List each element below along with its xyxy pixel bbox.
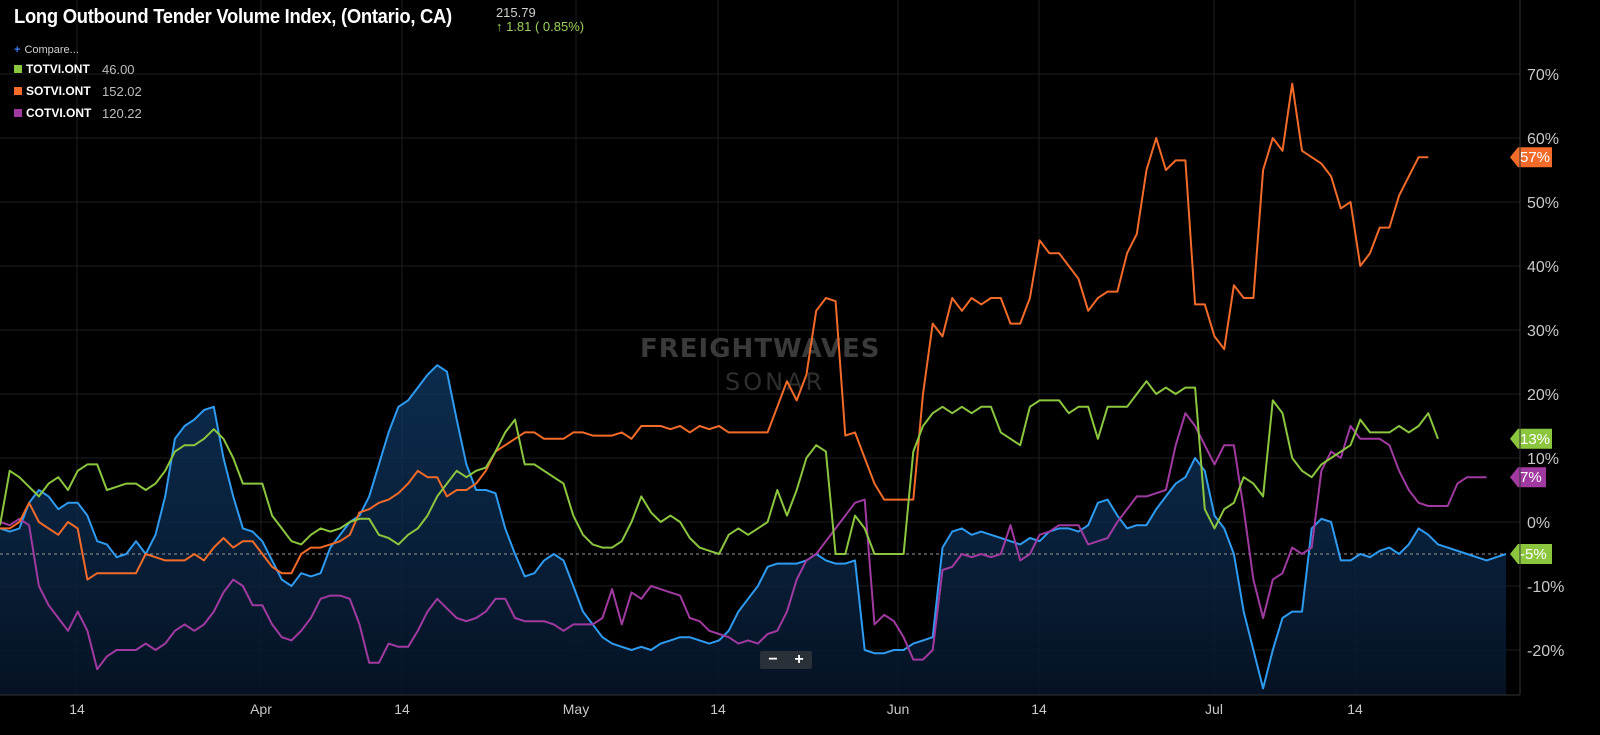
y-tick-label: 60% <box>1527 131 1559 148</box>
y-tick-label: 30% <box>1527 323 1559 340</box>
zoom-controls: − + <box>760 651 812 669</box>
x-tick-label: 14 <box>394 701 410 717</box>
legend-item-value: 152.02 <box>102 83 142 99</box>
legend-swatch-icon <box>14 109 22 117</box>
price-block: 215.79 ↑ 1.81 ( 0.85%) <box>496 6 584 34</box>
x-tick-label: Jul <box>1205 701 1223 717</box>
y-tick-label: 50% <box>1527 195 1559 212</box>
zoom-in-button[interactable]: + <box>794 651 804 668</box>
plus-icon: + <box>14 44 21 56</box>
y-axis-labels: -20% -10% 0% 10% 20% 30% 40% 50% 60% 70% <box>1527 67 1564 660</box>
x-tick-label: Jun <box>887 701 910 717</box>
x-axis-labels: 14 Apr 14 May 14 Jun 14 Jul 14 <box>69 701 1363 717</box>
chart-header: Long Outbound Tender Volume Index, (Onta… <box>14 6 584 34</box>
chart-title: Long Outbound Tender Volume Index, (Onta… <box>14 6 452 28</box>
watermark-line2: SONAR <box>725 368 825 396</box>
legend-item-totvi[interactable]: TOTVI.ONT 46.00 <box>14 58 142 80</box>
current-value: 215.79 <box>495 5 536 20</box>
end-tag-label: 57% <box>1520 149 1550 166</box>
series-line <box>0 82 1429 581</box>
y-tick-label: 40% <box>1527 259 1559 276</box>
y-tick-label: 10% <box>1527 451 1559 468</box>
x-tick-label: May <box>563 701 589 717</box>
series-area <box>0 365 1506 695</box>
end-tag-label: 13% <box>1520 431 1550 448</box>
y-tick-label: -10% <box>1527 579 1564 596</box>
area-layer <box>0 365 1506 695</box>
series-layer <box>0 82 1507 690</box>
end-tag-label: -5% <box>1520 546 1547 563</box>
x-tick-label: 14 <box>1031 701 1047 717</box>
series-line <box>0 412 1487 671</box>
end-tag-label: 7% <box>1520 469 1542 486</box>
zoom-out-button[interactable]: − <box>768 651 778 668</box>
y-tick-label: -20% <box>1527 643 1564 660</box>
change-value: ↑ 1.81 ( 0.85%) <box>495 19 585 34</box>
x-tick-label: 14 <box>1347 701 1363 717</box>
y-tick-label: 20% <box>1527 387 1559 404</box>
legend-item-name: TOTVI.ONT <box>26 62 90 76</box>
end-tag-shape <box>1510 467 1546 488</box>
series-line <box>0 380 1439 555</box>
legend: + Compare... TOTVI.ONT 46.00 SOTVI.ONT 15… <box>14 44 142 124</box>
compare-button[interactable]: + Compare... <box>14 44 142 56</box>
legend-item-name: COTVI.ONT <box>26 106 92 120</box>
watermark-line1: FREIGHTWAVES <box>640 334 881 364</box>
series-line <box>0 364 1507 690</box>
y-tick-label: 0% <box>1527 515 1550 532</box>
legend-item-value: 46.00 <box>102 61 135 77</box>
legend-item-cotvi[interactable]: COTVI.ONT 120.22 <box>14 102 142 124</box>
x-tick-label: Apr <box>250 701 272 717</box>
legend-swatch-icon <box>14 87 22 95</box>
y-tick-label: 70% <box>1527 67 1559 84</box>
legend-item-value: 120.22 <box>102 105 142 121</box>
x-tick-label: 14 <box>710 701 726 717</box>
compare-label: Compare... <box>24 44 79 56</box>
legend-item-sotvi[interactable]: SOTVI.ONT 152.02 <box>14 80 142 102</box>
legend-swatch-icon <box>14 65 22 73</box>
legend-item-name: SOTVI.ONT <box>26 84 91 98</box>
x-tick-label: 14 <box>69 701 85 717</box>
